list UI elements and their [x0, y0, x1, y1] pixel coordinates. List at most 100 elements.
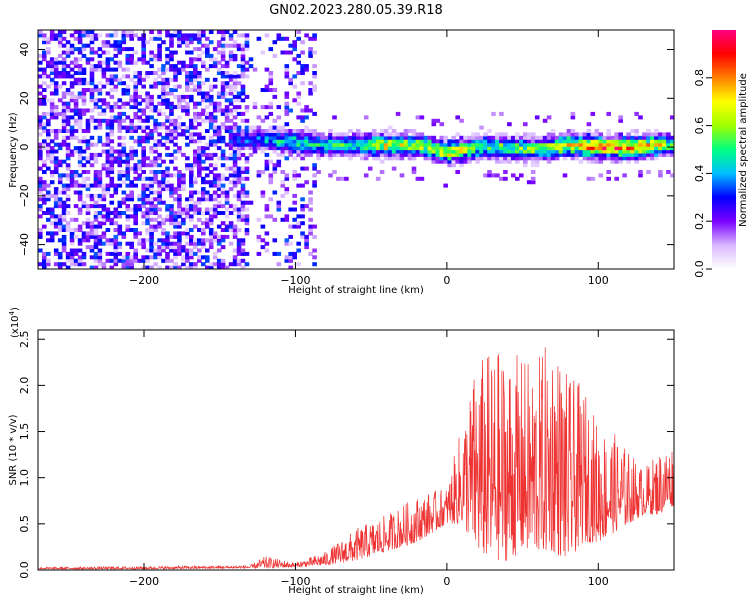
heatmap-cell: [304, 238, 309, 243]
heatmap-cell: [77, 50, 83, 55]
heatmap-cell: [157, 30, 162, 35]
heatmap-cell: [260, 129, 266, 134]
heatmap-cell: [419, 115, 425, 120]
heatmap-cell: [81, 47, 87, 52]
heatmap-cell: [185, 125, 190, 130]
heatmap-cell: [363, 139, 369, 144]
heatmap-cell: [137, 115, 142, 120]
heatmap-cell: [181, 64, 186, 69]
heatmap-cell: [224, 156, 230, 161]
heatmap-cell: [459, 139, 464, 144]
heatmap-cell: [308, 228, 313, 233]
heatmap-cell: [165, 234, 170, 239]
heatmap-cell: [296, 91, 301, 96]
heatmap-cell: [280, 183, 286, 188]
heatmap-cell: [97, 53, 103, 58]
heatmap-cell: [121, 265, 127, 269]
heatmap-cell: [145, 265, 150, 269]
heatmap-cell: [57, 197, 63, 202]
heatmap-cell: [113, 255, 119, 260]
heatmap-cell: [105, 190, 111, 195]
heatmap-cell: [550, 135, 556, 140]
heatmap-cell: [650, 142, 655, 147]
heatmap-cell: [280, 152, 286, 157]
heatmap-cell: [216, 238, 222, 243]
heatmap-cell: [240, 118, 246, 123]
heatmap-cell: [42, 36, 47, 41]
heatmap-cell: [201, 255, 206, 260]
heatmap-cell: [276, 125, 282, 130]
heatmap-cell: [236, 152, 242, 157]
heatmap-cell: [177, 67, 182, 72]
heatmap-cell: [173, 166, 178, 171]
heatmap-cell: [101, 74, 107, 79]
heatmap-cell: [356, 149, 361, 154]
heatmap-cell: [101, 204, 107, 209]
heatmap-cell: [224, 111, 230, 116]
heatmap-cell: [169, 50, 174, 55]
heatmap-cell: [379, 142, 385, 147]
heatmap-cell: [292, 149, 297, 154]
heatmap-cell: [197, 170, 202, 175]
heatmap-cell: [427, 146, 433, 151]
heatmap-cell: [443, 159, 448, 164]
heatmap-cell: [546, 149, 552, 154]
heatmap-cell: [133, 91, 138, 96]
heatmap-cell: [666, 149, 671, 154]
heatmap-cell: [109, 241, 115, 246]
heatmap-cell: [73, 122, 79, 127]
heatmap-cell: [224, 197, 230, 202]
heatmap-cell: [550, 152, 556, 157]
heatmap-cell: [423, 142, 429, 147]
heatmap-cell: [268, 74, 274, 79]
heatmap-cell: [133, 234, 138, 239]
heatmap-cell: [344, 176, 349, 181]
heatmap-cell: [264, 159, 270, 164]
heatmap-cell: [42, 50, 47, 55]
heatmap-cell: [387, 149, 393, 154]
heatmap-cell: [363, 152, 369, 157]
heatmap-cell: [208, 221, 214, 226]
heatmap-cell: [542, 135, 548, 140]
heatmap-cell: [189, 60, 194, 65]
heatmap-cell: [81, 180, 87, 185]
heatmap-cell: [363, 115, 369, 120]
heatmap-cell: [42, 81, 47, 86]
heatmap-cell: [173, 118, 178, 123]
heatmap-cell: [212, 204, 218, 209]
heatmap-cell: [46, 74, 51, 79]
heatmap-cell: [161, 173, 166, 178]
heatmap-cell: [61, 204, 67, 209]
heatmap-cell: [566, 135, 572, 140]
heatmap-cell: [634, 129, 639, 134]
heatmap-cell: [121, 159, 127, 164]
heatmap-cell: [42, 139, 47, 144]
heatmap-cell: [268, 88, 274, 93]
heatmap-cell: [169, 91, 174, 96]
heatmap-cell: [65, 146, 71, 151]
heatmap-cell: [201, 60, 206, 65]
heatmap-cell: [224, 30, 230, 35]
heatmap-cell: [181, 258, 186, 263]
heatmap-cell: [169, 221, 174, 226]
heatmap-cell: [367, 149, 373, 154]
heatmap-cell: [658, 170, 663, 175]
heatmap-cell: [53, 91, 59, 96]
heatmap-cell: [228, 211, 234, 216]
heatmap-cell: [232, 156, 238, 161]
heatmap-cell: [61, 245, 67, 250]
heatmap-cell: [312, 234, 317, 239]
heatmap-cell: [415, 149, 421, 154]
heatmap-cell: [49, 30, 55, 35]
heatmap-cell: [181, 207, 186, 212]
heatmap-cell: [141, 214, 146, 219]
heatmap-cell: [308, 135, 313, 140]
heatmap-cell: [42, 170, 47, 175]
heatmap-cell: [280, 36, 286, 41]
heatmap-cell: [69, 238, 75, 243]
heatmap-cell: [216, 30, 222, 35]
heatmap-cell: [511, 156, 516, 161]
heatmap-cell: [53, 88, 59, 93]
heatmap-cell: [499, 132, 504, 137]
heatmap-cell: [181, 221, 186, 226]
